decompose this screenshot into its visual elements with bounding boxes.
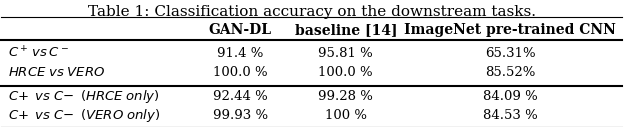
Text: 92.44 %: 92.44 % xyxy=(213,90,268,103)
Text: 100.0 %: 100.0 % xyxy=(319,66,373,79)
Text: $C\!+\;vs\;C\!-\;(\mathit{HRCE\;only})$: $C\!+\;vs\;C\!-\;(\mathit{HRCE\;only})$ xyxy=(8,88,159,105)
Text: 100 %: 100 % xyxy=(325,109,367,122)
Text: baseline [14]: baseline [14] xyxy=(294,23,397,37)
Text: 84.53 %: 84.53 % xyxy=(483,109,538,122)
Text: 100.0 %: 100.0 % xyxy=(213,66,268,79)
Text: 95.81 %: 95.81 % xyxy=(319,47,373,60)
Text: ImageNet pre-trained CNN: ImageNet pre-trained CNN xyxy=(404,23,616,37)
Text: 85.52%: 85.52% xyxy=(485,66,536,79)
Text: 65.31%: 65.31% xyxy=(485,47,536,60)
Text: 84.09 %: 84.09 % xyxy=(483,90,538,103)
Text: Table 1: Classification accuracy on the downstream tasks.: Table 1: Classification accuracy on the … xyxy=(88,5,536,19)
Text: $\mathit{C}^+\,\mathit{vs}\,\mathit{C}^-$: $\mathit{C}^+\,\mathit{vs}\,\mathit{C}^-… xyxy=(8,46,69,61)
Text: 91.4 %: 91.4 % xyxy=(217,47,264,60)
Text: GAN-DL: GAN-DL xyxy=(209,23,272,37)
Text: 99.28 %: 99.28 % xyxy=(318,90,373,103)
Text: $\mathit{HRCE\;vs\;VERO}$: $\mathit{HRCE\;vs\;VERO}$ xyxy=(8,66,105,79)
Text: 99.93 %: 99.93 % xyxy=(212,109,268,122)
Text: $C\!+\;vs\;C\!-\;(\mathit{VERO\;only})$: $C\!+\;vs\;C\!-\;(\mathit{VERO\;only})$ xyxy=(8,107,159,124)
